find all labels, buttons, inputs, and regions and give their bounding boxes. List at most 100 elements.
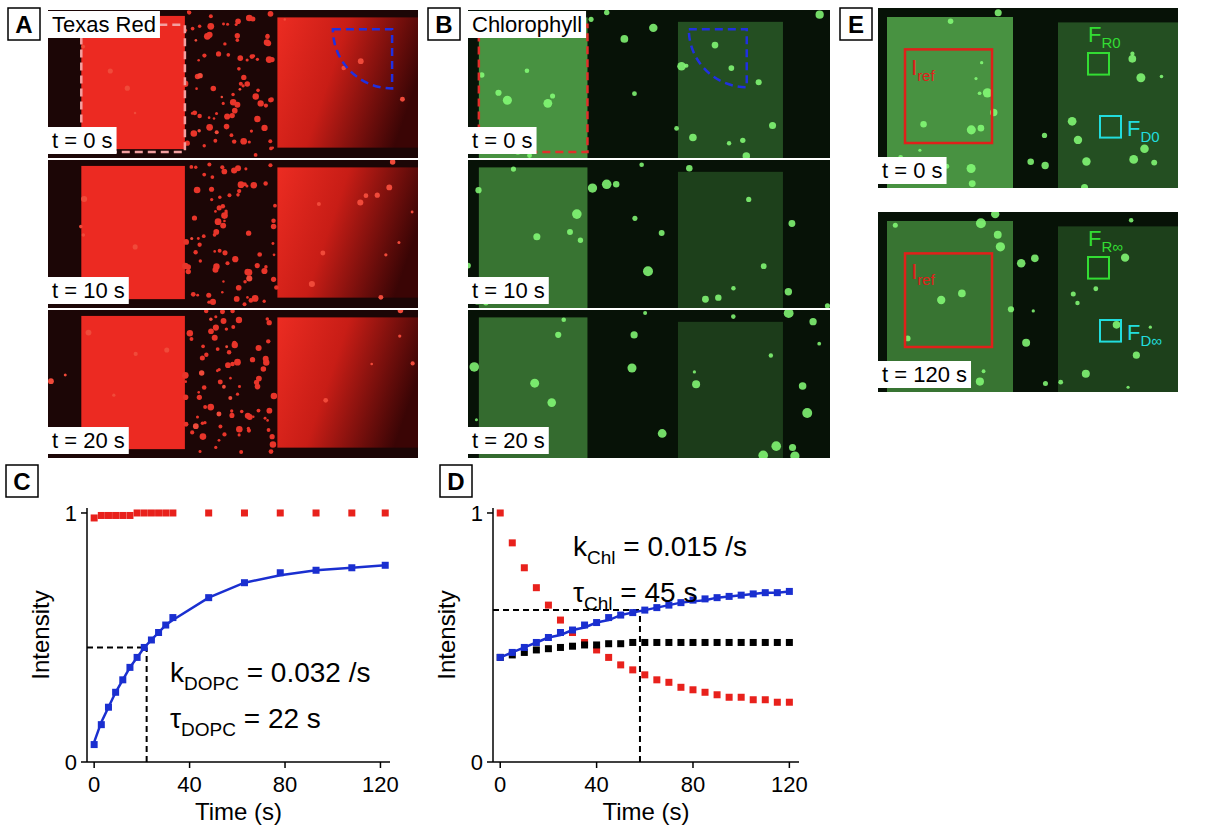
- data-point: [112, 512, 119, 519]
- bleached-square: [678, 172, 783, 308]
- data-point: [605, 640, 612, 647]
- particle: [81, 45, 85, 49]
- particle: [246, 230, 251, 235]
- particle: [218, 439, 221, 442]
- data-point: [653, 676, 660, 683]
- particle: [212, 335, 218, 341]
- particle: [530, 379, 539, 388]
- particle: [164, 347, 169, 352]
- particle: [203, 421, 206, 424]
- particle: [218, 196, 221, 199]
- particle: [825, 303, 830, 308]
- data-point: [105, 512, 112, 519]
- label-patch: [48, 127, 117, 154]
- particle: [215, 130, 219, 134]
- particle: [692, 380, 700, 388]
- particle: [746, 197, 751, 202]
- particle: [267, 320, 272, 325]
- data-point: [169, 509, 176, 516]
- particle: [686, 165, 692, 171]
- particle: [196, 294, 199, 297]
- label-subscript: D0: [1140, 128, 1159, 145]
- x-tick-label: 120: [362, 772, 399, 797]
- particle: [1071, 291, 1076, 296]
- label-patch: [878, 157, 947, 184]
- particle: [567, 229, 573, 235]
- frame-overlay: IrefFR0FD0t = 0 s: [878, 22, 1160, 184]
- bleached-square: [678, 22, 783, 158]
- x-tick-label: 80: [273, 772, 297, 797]
- particle: [674, 126, 679, 131]
- particle: [222, 432, 226, 436]
- particle: [263, 356, 269, 362]
- particle: [86, 330, 92, 336]
- data-point: [738, 639, 745, 646]
- data-point: [91, 741, 98, 748]
- particle: [1017, 259, 1026, 268]
- particle: [250, 357, 255, 362]
- particle: [266, 419, 269, 422]
- particle: [253, 93, 259, 99]
- label-rest: = 22 s: [236, 703, 321, 734]
- data-point: [726, 694, 733, 701]
- roi-box: [1088, 257, 1109, 279]
- particle: [799, 382, 807, 390]
- data-point: [677, 684, 684, 691]
- particle: [197, 73, 202, 78]
- particle: [204, 33, 211, 40]
- frame-overlay: t = 20 s: [48, 427, 129, 454]
- particle: [250, 54, 255, 59]
- particle: [269, 449, 274, 454]
- particle: [261, 268, 267, 274]
- particle: [211, 86, 217, 92]
- data-point: [774, 639, 781, 646]
- particle: [1027, 159, 1034, 166]
- particle: [273, 253, 276, 256]
- particle: [976, 218, 986, 228]
- tau-guide-vertical: [639, 610, 641, 762]
- particle: [227, 350, 231, 354]
- particle: [375, 193, 380, 198]
- frame-label: t = 0 s: [48, 127, 117, 154]
- data-point: [119, 512, 126, 519]
- particle: [221, 291, 224, 294]
- particle: [223, 42, 226, 45]
- particle: [221, 169, 227, 175]
- particle: [216, 347, 220, 351]
- particle: [561, 317, 566, 322]
- particle: [213, 139, 217, 143]
- particle: [216, 51, 221, 56]
- label-main: τ: [573, 577, 584, 608]
- particle: [1128, 55, 1136, 63]
- bleached-square: [678, 322, 783, 458]
- y-tick: [81, 761, 87, 763]
- data-point: [629, 666, 636, 673]
- particle: [273, 394, 276, 397]
- label-main: k: [573, 531, 588, 562]
- particle: [1074, 136, 1082, 144]
- particle: [920, 121, 926, 127]
- roi-label: Iref: [911, 259, 935, 288]
- particle: [208, 328, 214, 334]
- particle: [191, 292, 196, 297]
- frame-label-text: t = 0 s: [882, 158, 943, 183]
- particle: [191, 27, 195, 31]
- particle: [254, 153, 258, 157]
- frame-label-text: Texas Red: [52, 12, 156, 37]
- particle: [1082, 157, 1090, 165]
- particle: [265, 34, 269, 38]
- particle: [715, 294, 721, 300]
- particle: [967, 125, 976, 134]
- data-point: [653, 639, 660, 646]
- particle: [228, 396, 232, 400]
- particle: [134, 352, 138, 356]
- particle: [712, 42, 719, 49]
- label-subscript: R0: [1101, 34, 1120, 51]
- x-tick: [380, 762, 382, 768]
- particle: [251, 182, 257, 188]
- particle: [918, 149, 921, 152]
- particle: [265, 40, 271, 46]
- particle: [220, 165, 224, 169]
- particle: [239, 82, 243, 86]
- particle: [246, 275, 252, 281]
